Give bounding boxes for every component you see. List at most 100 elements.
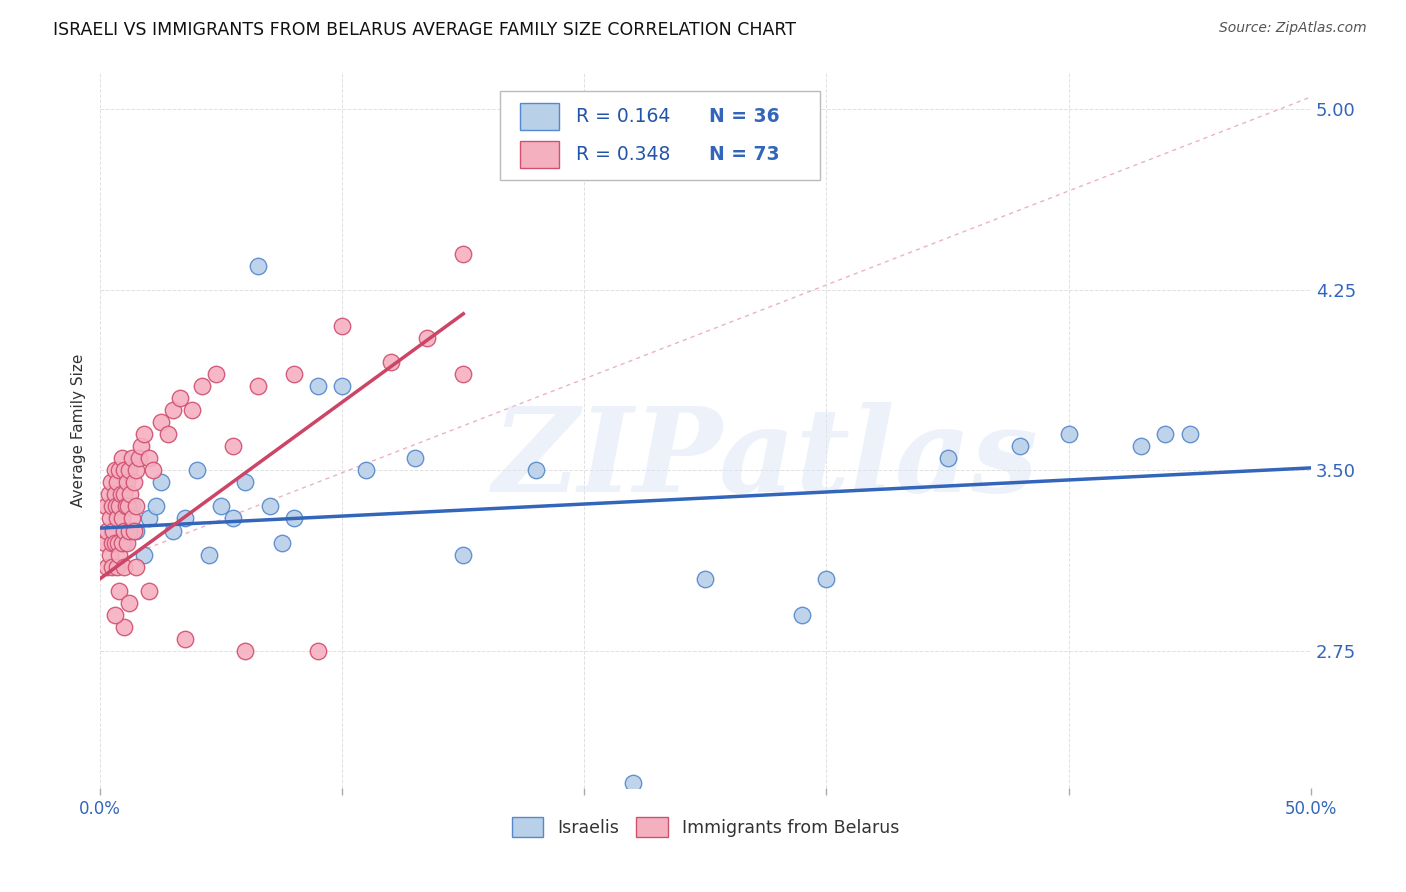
FancyBboxPatch shape — [520, 141, 560, 169]
Point — [103, 524, 125, 538]
Point — [198, 548, 221, 562]
Text: ZIPatlas: ZIPatlas — [494, 401, 1039, 516]
Point — [1130, 439, 1153, 453]
Point — [112, 524, 135, 538]
Point — [235, 644, 257, 658]
Point — [108, 583, 131, 598]
Point — [162, 524, 184, 538]
Point — [149, 475, 172, 490]
Point — [1154, 427, 1177, 442]
Point — [104, 607, 127, 622]
Point — [104, 500, 127, 514]
Point — [115, 475, 138, 490]
Point — [621, 776, 644, 790]
Point — [117, 500, 139, 514]
Text: R = 0.164: R = 0.164 — [576, 107, 671, 126]
Point — [173, 632, 195, 646]
Point — [121, 451, 143, 466]
Point — [283, 367, 305, 381]
Point — [169, 391, 191, 405]
Point — [356, 463, 378, 477]
Point — [524, 463, 547, 477]
Point — [186, 463, 208, 477]
Point — [132, 548, 155, 562]
Point — [695, 572, 717, 586]
Point — [105, 511, 128, 525]
Text: N = 73: N = 73 — [709, 145, 780, 164]
Point — [115, 535, 138, 549]
Point — [121, 500, 143, 514]
Text: N = 36: N = 36 — [709, 107, 780, 126]
Point — [330, 318, 353, 333]
Point — [104, 463, 127, 477]
Point — [105, 511, 128, 525]
Point — [112, 535, 135, 549]
Point — [453, 246, 475, 260]
Point — [104, 535, 127, 549]
Point — [114, 500, 136, 514]
Point — [108, 548, 131, 562]
Point — [112, 620, 135, 634]
FancyBboxPatch shape — [520, 103, 560, 130]
Text: R = 0.348: R = 0.348 — [576, 145, 671, 164]
Point — [108, 500, 131, 514]
Point — [100, 475, 122, 490]
Point — [101, 500, 124, 514]
Point — [98, 511, 121, 525]
Point — [307, 379, 329, 393]
Point — [235, 475, 257, 490]
Point — [101, 535, 124, 549]
Point — [380, 355, 402, 369]
Point — [105, 475, 128, 490]
Point — [107, 535, 129, 549]
Point — [105, 559, 128, 574]
Point — [111, 535, 134, 549]
Point — [138, 511, 160, 525]
Point — [120, 487, 142, 501]
Point — [149, 415, 172, 429]
Point — [118, 524, 141, 538]
Point — [138, 451, 160, 466]
Point — [125, 500, 148, 514]
Point — [222, 511, 245, 525]
Point — [181, 403, 204, 417]
Point — [205, 367, 228, 381]
Point — [108, 463, 131, 477]
Point — [129, 439, 152, 453]
Point — [138, 583, 160, 598]
Point — [416, 331, 439, 345]
Point — [162, 403, 184, 417]
Point — [1057, 427, 1080, 442]
Point — [101, 559, 124, 574]
Point — [118, 596, 141, 610]
Point — [246, 259, 269, 273]
Point — [815, 572, 838, 586]
Point — [96, 524, 118, 538]
Point — [118, 463, 141, 477]
Point — [132, 427, 155, 442]
Point — [191, 379, 214, 393]
Point — [96, 500, 118, 514]
Point — [121, 511, 143, 525]
Text: ISRAELI VS IMMIGRANTS FROM BELARUS AVERAGE FAMILY SIZE CORRELATION CHART: ISRAELI VS IMMIGRANTS FROM BELARUS AVERA… — [53, 21, 796, 39]
Point — [98, 548, 121, 562]
Point — [104, 487, 127, 501]
Point — [111, 511, 134, 525]
Point — [128, 451, 150, 466]
Point — [246, 379, 269, 393]
Point — [112, 487, 135, 501]
Point — [101, 524, 124, 538]
Legend: Israelis, Immigrants from Belarus: Israelis, Immigrants from Belarus — [505, 810, 905, 844]
Point — [125, 524, 148, 538]
Point — [125, 463, 148, 477]
Point — [110, 487, 132, 501]
Y-axis label: Average Family Size: Average Family Size — [72, 354, 86, 508]
Point — [112, 463, 135, 477]
Point — [792, 607, 814, 622]
Point — [125, 559, 148, 574]
Point — [453, 548, 475, 562]
Point — [1178, 427, 1201, 442]
Point — [94, 535, 117, 549]
Point — [259, 500, 281, 514]
FancyBboxPatch shape — [499, 91, 821, 180]
